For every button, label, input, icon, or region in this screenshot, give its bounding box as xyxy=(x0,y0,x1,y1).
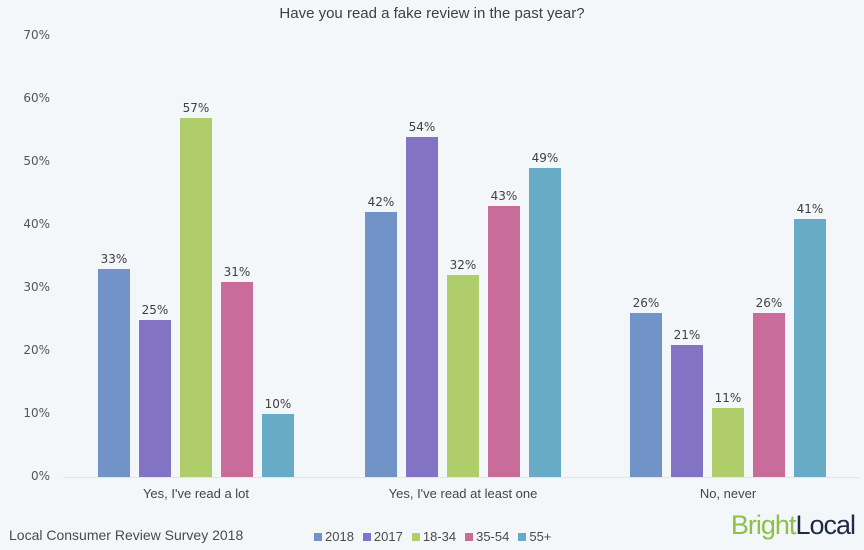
legend-label: 2018 xyxy=(325,529,354,544)
y-tick-label: 10% xyxy=(23,406,50,420)
bar-value-label: 10% xyxy=(264,397,292,411)
brightlocal-logo: BrightLocal xyxy=(730,510,856,541)
bar-18-34 xyxy=(447,275,479,477)
bar-2017 xyxy=(671,344,703,477)
bar-value-label: 54% xyxy=(408,119,436,134)
y-tick-label: 70% xyxy=(23,28,50,42)
category-label: Yes, I've read at least one xyxy=(388,486,538,501)
legend-swatch-icon xyxy=(518,532,527,541)
bar-value-label: 11% xyxy=(714,390,742,405)
bar-value-label: 43% xyxy=(490,189,518,204)
category-label: No, never xyxy=(699,486,757,501)
bar-35-54 xyxy=(221,281,253,477)
legend-swatch-icon xyxy=(411,532,420,541)
logo-bright: Bright xyxy=(730,510,797,540)
y-tick-label: 40% xyxy=(23,217,50,231)
legend-swatch-icon xyxy=(314,532,322,541)
legend-label: 55+ xyxy=(529,529,552,544)
bar-2018 xyxy=(365,212,397,477)
y-tick-label: 20% xyxy=(23,343,50,357)
y-tick-label: 60% xyxy=(23,91,50,105)
logo-local: Local xyxy=(795,510,856,540)
bar-value-label: 57% xyxy=(182,100,210,115)
bar-18-34 xyxy=(180,117,212,477)
category-label: Yes, I've read a lot xyxy=(142,486,250,501)
bar-value-label: 21% xyxy=(673,327,701,342)
bar-value-label: 41% xyxy=(796,201,824,216)
legend-item-2018: 2018 xyxy=(314,529,354,544)
bar-35-54 xyxy=(488,206,520,477)
bar-value-label: 26% xyxy=(632,296,660,311)
bar-value-label: 26% xyxy=(755,296,783,311)
bar-value-label: 42% xyxy=(367,195,395,210)
chart-title: Have you read a fake review in the past … xyxy=(279,5,585,22)
legend-item-2017: 2017 xyxy=(362,529,403,544)
x-axis-line xyxy=(63,477,860,478)
legend-item-18-34: 18-34 xyxy=(411,529,457,544)
bar-value-label: 31% xyxy=(223,264,251,279)
bar-18-34 xyxy=(712,407,744,477)
bar-value-label: 49% xyxy=(531,151,559,166)
legend: 2018 2017 18-34 35-54 55+ xyxy=(314,529,551,544)
legend-item-35-54: 35-54 xyxy=(465,529,509,544)
bar-2017 xyxy=(406,136,438,477)
bar-35-54 xyxy=(753,313,785,477)
legend-label: 35-54 xyxy=(476,529,510,544)
legend-item-55+: 55+ xyxy=(518,529,551,544)
bar-value-label: 33% xyxy=(100,252,128,267)
bar-value-label: 25% xyxy=(141,302,169,317)
bar-value-label: 32% xyxy=(449,258,477,273)
legend-swatch-icon xyxy=(362,532,371,541)
legend-label: 18-34 xyxy=(422,529,457,544)
bar-2017 xyxy=(139,319,171,477)
y-tick-label: 30% xyxy=(23,280,50,294)
bar-55+ xyxy=(529,168,561,477)
y-tick-label: 0% xyxy=(30,469,50,483)
source-caption: Local Consumer Review Survey 2018 xyxy=(9,527,244,543)
bar-2018 xyxy=(98,269,130,477)
bar-2018 xyxy=(630,313,662,477)
bar-55+ xyxy=(794,218,826,477)
y-tick-label: 50% xyxy=(23,154,50,168)
legend-swatch-icon xyxy=(465,532,474,541)
bar-55+ xyxy=(262,414,294,477)
legend-label: 2017 xyxy=(373,529,403,544)
